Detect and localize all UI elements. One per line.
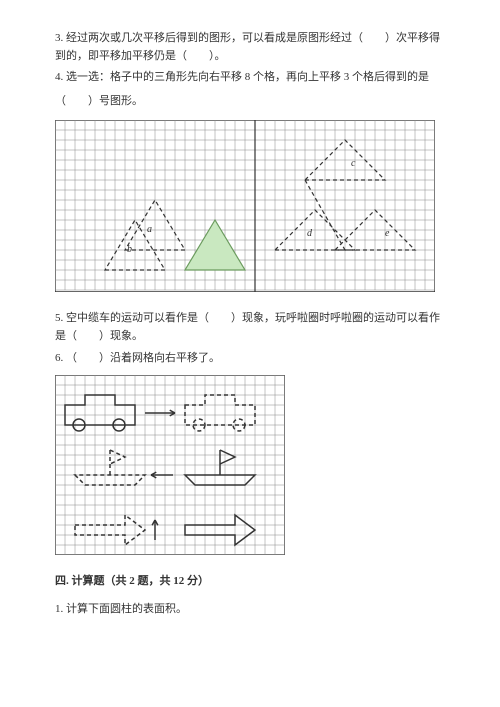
question-5: 5. 空中缆车的运动可以看作是（ ）现象，玩呼啦圈时呼啦圈的运动可以看作是（ ）…	[55, 310, 445, 345]
figure-1-svg: abcde	[55, 120, 435, 292]
figure-2-svg	[55, 375, 285, 555]
calc1-text: 1. 计算下面圆柱的表面积。	[55, 603, 187, 615]
svg-text:b: b	[127, 244, 132, 255]
q5-text: 5. 空中缆车的运动可以看作是（ ）现象，玩呼啦圈时呼啦圈的运动可以看作是（ ）…	[55, 312, 440, 342]
question-4: 4. 选一选：格子中的三角形先向右平移 8 个格，再向上平移 3 个格后得到的是	[55, 69, 445, 87]
svg-text:c: c	[351, 158, 356, 169]
q4-text: 4. 选一选：格子中的三角形先向右平移 8 个格，再向上平移 3 个格后得到的是	[55, 71, 429, 83]
figure-1-triangles: abcde	[55, 120, 445, 292]
question-3: 3. 经过两次或几次平移后得到的图形，可以看成是原图形经过（ ）次平移得到的，即…	[55, 30, 445, 65]
calc-question-1: 1. 计算下面圆柱的表面积。	[55, 601, 445, 619]
q6-text: 6. （ ）沿着网格向右平移了。	[55, 352, 220, 364]
question-4b: （ ）号图形。	[55, 93, 445, 111]
section4-text: 四. 计算题（共 2 题，共 12 分）	[55, 575, 209, 587]
figure-2-shapes	[55, 375, 445, 555]
section-4-title: 四. 计算题（共 2 题，共 12 分）	[55, 573, 445, 591]
question-6: 6. （ ）沿着网格向右平移了。	[55, 350, 445, 368]
svg-text:a: a	[147, 224, 152, 235]
svg-text:e: e	[385, 228, 390, 239]
q4b-text: （ ）号图形。	[55, 95, 143, 107]
q3-text: 3. 经过两次或几次平移后得到的图形，可以看成是原图形经过（ ）次平移得到的，即…	[55, 32, 440, 62]
